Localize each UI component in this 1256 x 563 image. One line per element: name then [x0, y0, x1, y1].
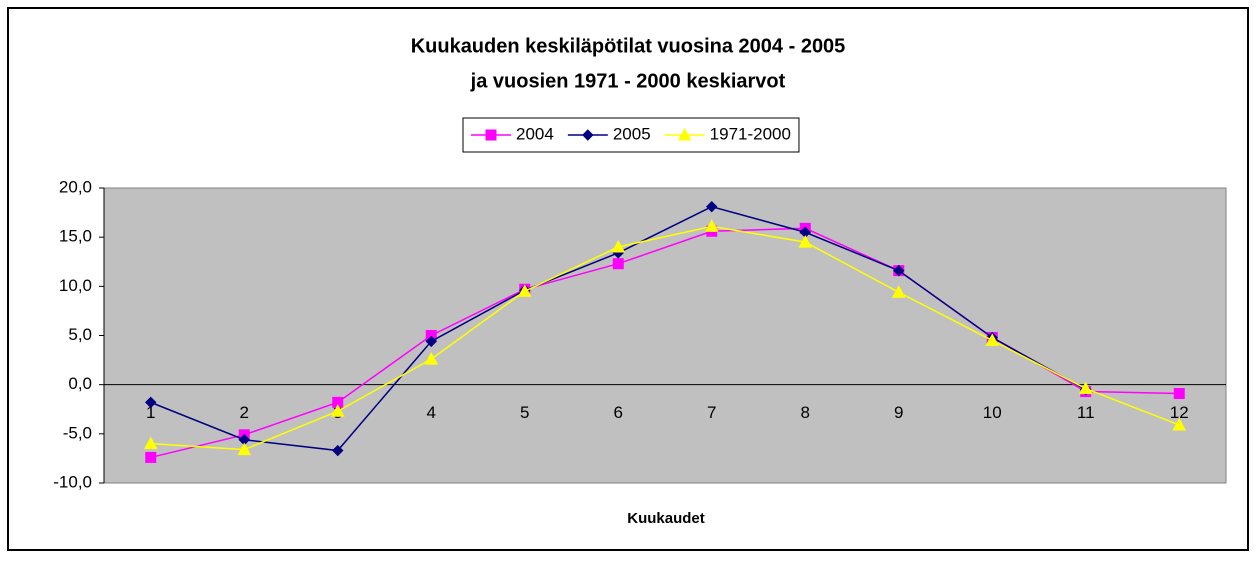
y-tick-label: 20,0 — [59, 177, 92, 196]
x-tick-label: 11 — [1077, 403, 1095, 422]
x-tick-label: 7 — [707, 403, 716, 422]
data-point — [704, 219, 719, 232]
x-tick-label: 2 — [240, 403, 249, 422]
legend-marker — [677, 127, 692, 141]
y-tick-label: 5,0 — [68, 325, 92, 344]
x-axis-title: Kuukaudet — [627, 510, 705, 527]
x-tick-label: 12 — [1170, 403, 1189, 422]
chart-title: Kuukauden keskiläpötilat vuosina 2004 - … — [411, 35, 846, 57]
legend-label: 1971-2000 — [710, 124, 791, 143]
y-tick-label: 15,0 — [59, 227, 92, 246]
x-tick-label: 5 — [520, 403, 529, 422]
data-point — [893, 264, 905, 277]
legend-label: 2004 — [516, 124, 554, 143]
chart-title: ja vuosien 1971 - 2000 keskiarvot — [470, 70, 786, 92]
data-point — [1172, 417, 1187, 431]
legend: 2004 2005 1971-2000 — [462, 117, 800, 153]
data-point — [424, 352, 439, 365]
x-tick-label: 10 — [983, 403, 1002, 422]
data-point — [611, 239, 626, 253]
data-point — [237, 442, 252, 456]
x-tick-label: 4 — [427, 403, 436, 422]
legend-box — [462, 117, 800, 153]
data-point — [330, 404, 345, 417]
y-tick-label: 0,0 — [68, 374, 92, 393]
legend-marker — [582, 129, 594, 141]
data-point — [985, 333, 1000, 346]
data-point — [145, 396, 157, 409]
data-point — [517, 284, 532, 297]
data-point — [891, 285, 906, 298]
x-tick-label: 8 — [801, 403, 810, 422]
data-point — [706, 200, 718, 213]
x-tick-label: 9 — [894, 403, 903, 422]
x-tick-label: 6 — [614, 403, 623, 422]
y-tick-label: 10,0 — [59, 276, 92, 295]
data-point — [425, 335, 437, 348]
data-point — [1078, 381, 1093, 395]
data-point — [798, 235, 813, 248]
y-tick-label: -10,0 — [53, 472, 92, 491]
legend-marker — [485, 129, 497, 141]
series-line — [150, 225, 1180, 451]
x-tick-label: 1 — [146, 403, 155, 422]
data-point — [332, 444, 344, 457]
data-point — [145, 451, 157, 463]
data-point — [143, 436, 158, 450]
data-point — [1173, 388, 1185, 400]
legend-label: 2005 — [613, 124, 651, 143]
data-point — [612, 258, 624, 270]
y-tick-label: -5,0 — [63, 423, 92, 442]
